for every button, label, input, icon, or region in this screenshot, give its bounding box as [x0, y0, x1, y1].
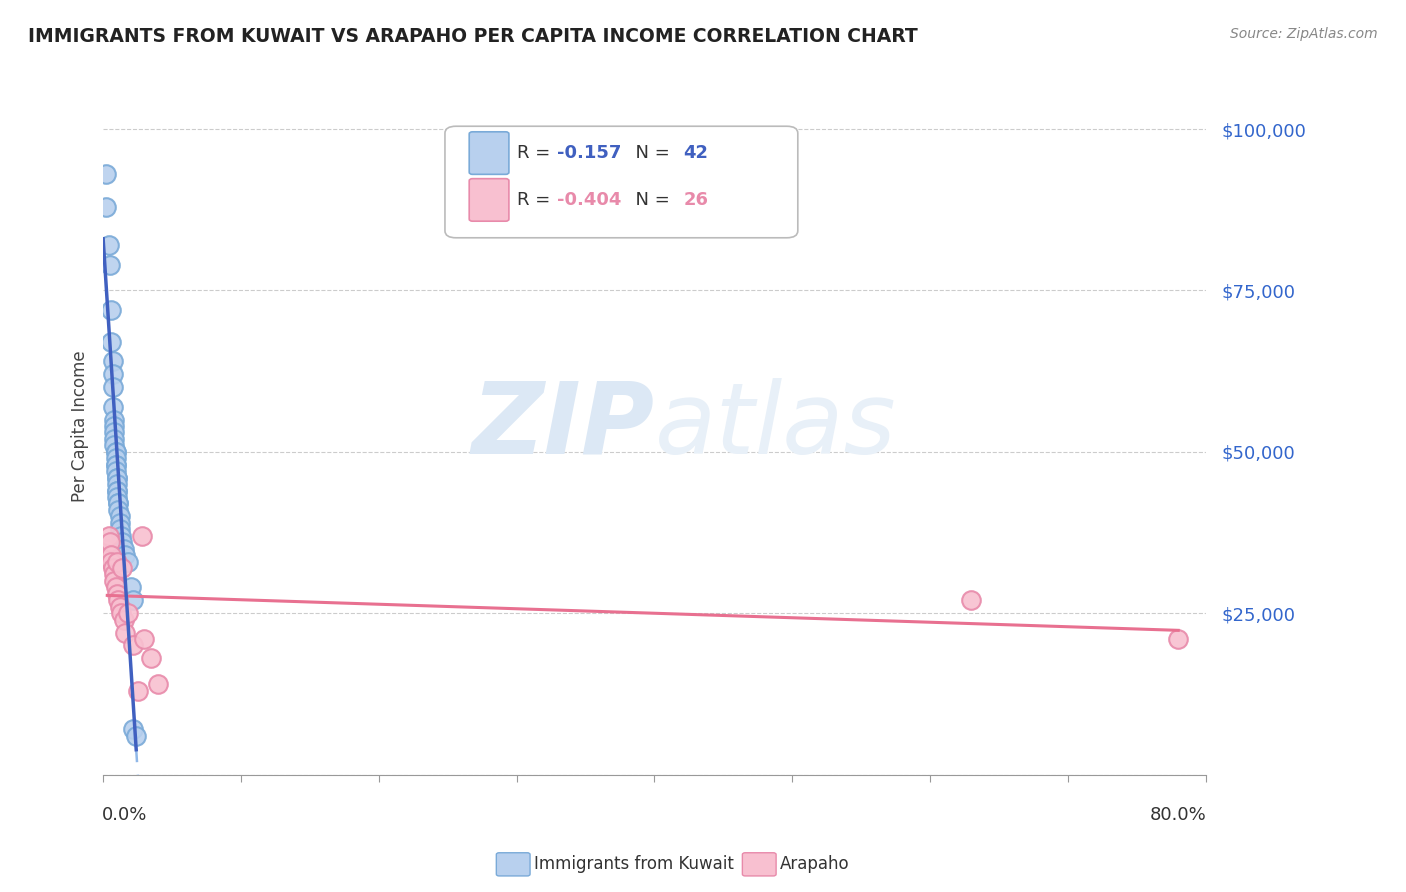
Text: R =: R = — [516, 145, 561, 162]
Point — [103, 438, 125, 452]
Point — [131, 529, 153, 543]
Y-axis label: Per Capita Income: Per Capita Income — [72, 351, 89, 502]
Point — [110, 529, 132, 543]
Point — [98, 258, 121, 272]
Point — [100, 555, 122, 569]
Text: -0.404: -0.404 — [557, 191, 621, 209]
Text: Arapaho: Arapaho — [780, 855, 851, 873]
Point — [103, 412, 125, 426]
Point — [100, 302, 122, 317]
Point — [105, 470, 128, 484]
Text: 26: 26 — [683, 191, 709, 209]
Point — [100, 548, 122, 562]
Point — [105, 470, 128, 484]
Point — [117, 606, 139, 620]
Point — [101, 400, 124, 414]
Point — [107, 503, 129, 517]
Point — [103, 425, 125, 440]
Point — [101, 368, 124, 382]
Point — [103, 432, 125, 446]
Point — [104, 445, 127, 459]
Point — [98, 535, 121, 549]
Point — [104, 464, 127, 478]
Text: Source: ZipAtlas.com: Source: ZipAtlas.com — [1230, 27, 1378, 41]
Point — [117, 555, 139, 569]
Point — [108, 599, 131, 614]
Point — [104, 445, 127, 459]
Text: Immigrants from Kuwait: Immigrants from Kuwait — [534, 855, 734, 873]
Point — [97, 238, 120, 252]
FancyBboxPatch shape — [444, 127, 797, 238]
FancyBboxPatch shape — [470, 132, 509, 174]
Point — [122, 639, 145, 653]
Point — [94, 200, 117, 214]
Point — [96, 541, 118, 556]
Point — [101, 380, 124, 394]
Point — [108, 516, 131, 530]
Text: 80.0%: 80.0% — [1150, 806, 1206, 824]
Point — [104, 458, 127, 472]
Point — [97, 529, 120, 543]
Point — [104, 458, 127, 472]
Text: ZIP: ZIP — [471, 377, 654, 475]
Text: 42: 42 — [683, 145, 709, 162]
Text: R =: R = — [516, 191, 561, 209]
Point — [105, 587, 128, 601]
Point — [103, 574, 125, 588]
Point — [960, 593, 983, 607]
Point — [105, 490, 128, 504]
Point — [112, 541, 135, 556]
Point — [107, 496, 129, 510]
FancyBboxPatch shape — [470, 178, 509, 221]
Point — [103, 567, 125, 582]
Point — [134, 632, 156, 646]
Point — [111, 561, 134, 575]
Point — [105, 483, 128, 498]
Point — [105, 483, 128, 498]
Point — [110, 606, 132, 620]
Point — [105, 477, 128, 491]
Point — [111, 535, 134, 549]
Point — [100, 335, 122, 350]
Text: N =: N = — [624, 191, 675, 209]
Point — [125, 729, 148, 743]
Point — [112, 613, 135, 627]
Point — [1167, 632, 1189, 646]
Point — [122, 593, 145, 607]
Point — [94, 167, 117, 181]
Point — [122, 723, 145, 737]
Point — [120, 580, 142, 594]
Point — [141, 651, 163, 665]
Text: IMMIGRANTS FROM KUWAIT VS ARAPAHO PER CAPITA INCOME CORRELATION CHART: IMMIGRANTS FROM KUWAIT VS ARAPAHO PER CA… — [28, 27, 918, 45]
Point — [148, 677, 170, 691]
Point — [104, 580, 127, 594]
Point — [105, 555, 128, 569]
Point — [107, 593, 129, 607]
Point — [114, 548, 136, 562]
Point — [114, 625, 136, 640]
Text: -0.157: -0.157 — [557, 145, 621, 162]
Point — [103, 419, 125, 434]
Point — [101, 354, 124, 368]
Point — [104, 451, 127, 466]
Text: 0.0%: 0.0% — [103, 806, 148, 824]
Point — [101, 561, 124, 575]
Text: N =: N = — [624, 145, 675, 162]
Point — [108, 509, 131, 524]
Point — [107, 496, 129, 510]
Point — [127, 683, 149, 698]
Text: atlas: atlas — [654, 377, 896, 475]
Point — [108, 522, 131, 536]
